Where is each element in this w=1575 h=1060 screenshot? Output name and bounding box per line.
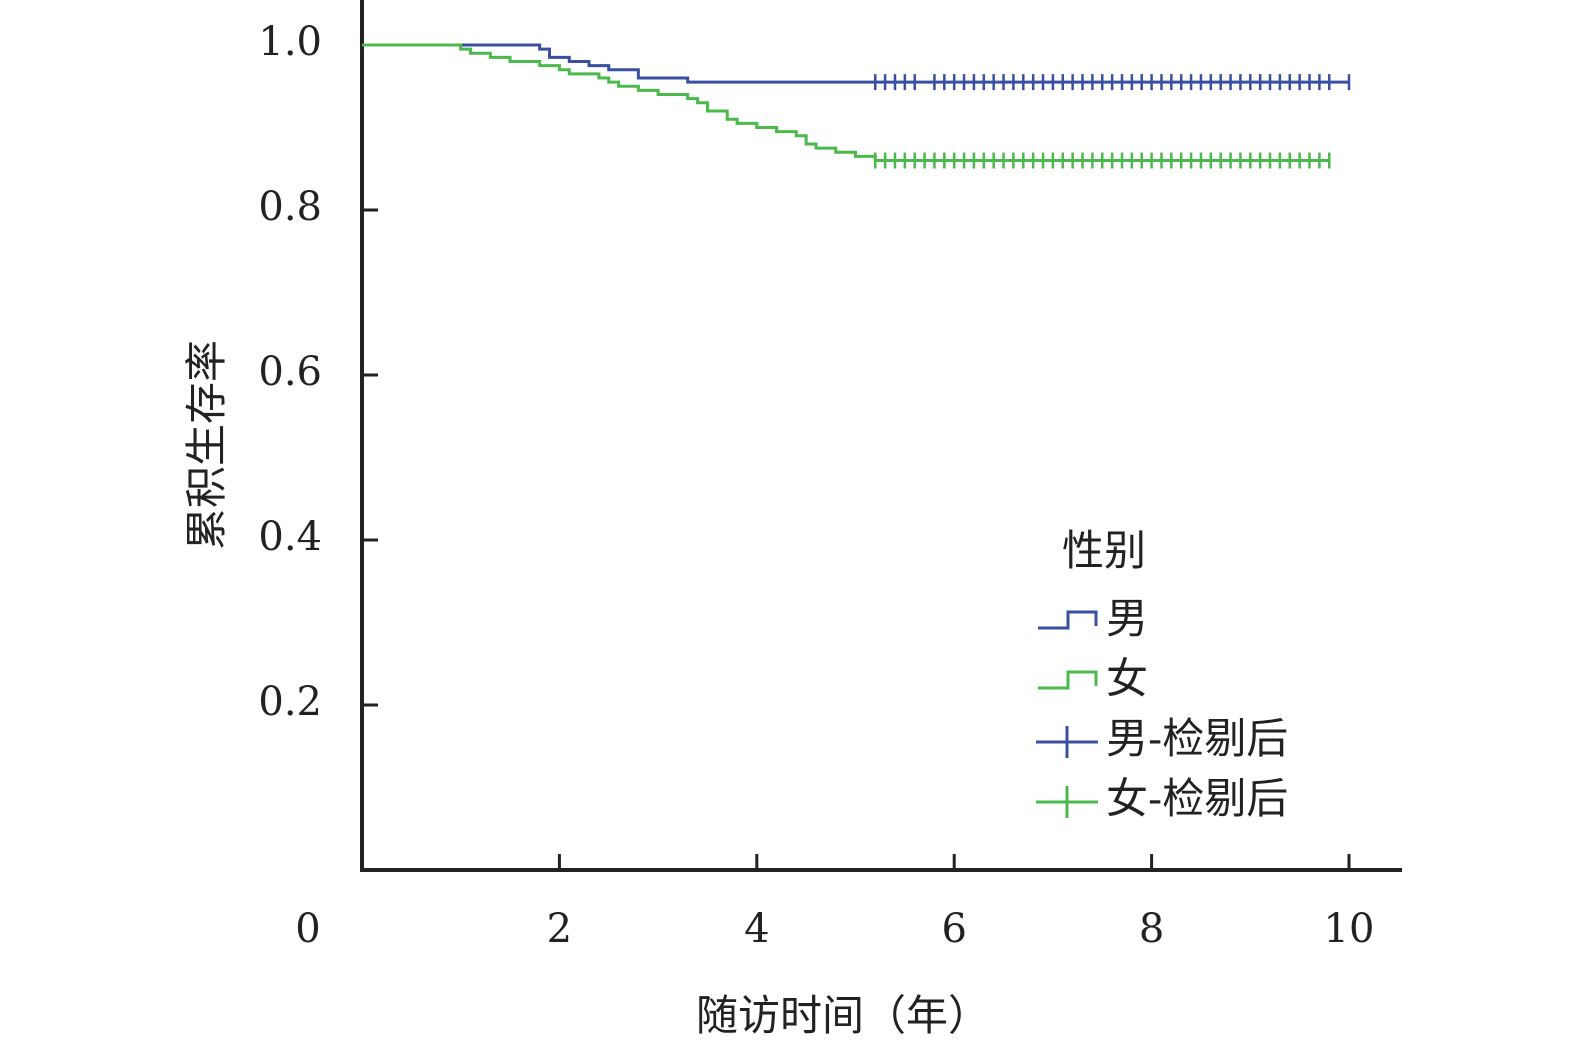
series-1 xyxy=(362,43,1351,91)
legend-item: 女-检剔后 xyxy=(1036,774,1288,823)
legend-label: 女 xyxy=(1106,654,1148,703)
x-tick-label: 8 xyxy=(1139,906,1164,952)
x-tick-label: 6 xyxy=(941,906,966,952)
y-tick-label: 0.2 xyxy=(258,679,322,725)
legend-step-swatch xyxy=(1038,670,1098,690)
legend-item: 男-检剔后 xyxy=(1036,714,1288,763)
x-tick-label: 0 xyxy=(295,906,320,952)
legend-step-swatch xyxy=(1038,610,1098,630)
survival-curve xyxy=(362,43,1330,162)
y-tick-label: 1.0 xyxy=(258,19,322,65)
y-tick-label: 0.6 xyxy=(258,349,322,395)
legend-title: 性别 xyxy=(1062,526,1146,575)
legend-label: 男-检剔后 xyxy=(1106,714,1288,763)
series-2 xyxy=(362,43,1331,169)
x-tick-label: 10 xyxy=(1324,906,1375,952)
legend-label: 男 xyxy=(1106,594,1148,643)
legend-item: 男 xyxy=(1038,594,1148,643)
x-axis-title: 随访时间（年） xyxy=(696,991,990,1040)
x-tick-label: 4 xyxy=(744,906,769,952)
legend-item: 女 xyxy=(1038,654,1148,703)
axes-layer xyxy=(360,0,1402,872)
legend-label: 女-检剔后 xyxy=(1106,774,1288,823)
survival-curve xyxy=(362,43,1349,84)
ticks-layer: 0 2 4 6 8 10 0.2 0.4 0.6 0.8 1.0 xyxy=(258,19,1374,952)
y-axis-title: 累积生存率 xyxy=(182,340,231,550)
y-tick-label: 0.4 xyxy=(258,514,322,560)
series-layer xyxy=(362,43,1351,169)
y-tick-label: 0.8 xyxy=(258,184,322,230)
x-tick-label: 2 xyxy=(547,906,572,952)
